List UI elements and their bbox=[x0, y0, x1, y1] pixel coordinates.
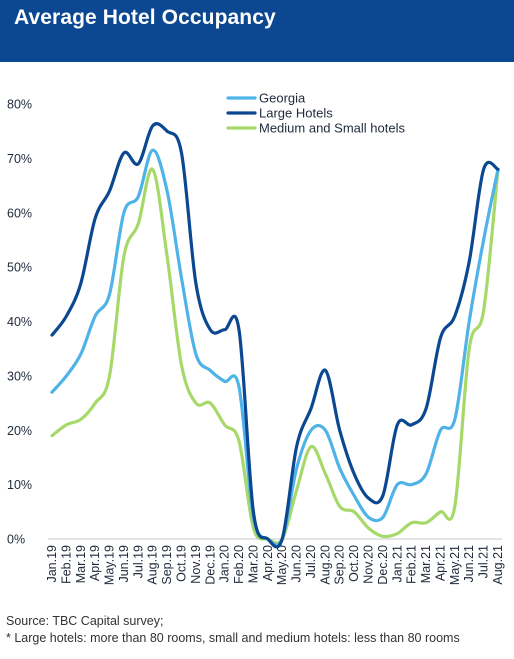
x-tick-label: Jan.20 bbox=[218, 545, 232, 583]
x-tick-label: Mar.21 bbox=[419, 545, 433, 583]
y-tick-label: 20% bbox=[7, 424, 32, 438]
y-tick-label: 10% bbox=[7, 478, 32, 492]
x-tick-label: Oct.19 bbox=[174, 545, 188, 582]
x-tick-label: Jan.21 bbox=[390, 545, 404, 583]
x-tick-label: Aug.19 bbox=[146, 545, 160, 585]
x-tick-label: Aug.21 bbox=[491, 545, 505, 585]
x-tick-label: May.19 bbox=[103, 545, 117, 585]
footnote-text: * Large hotels: more than 80 rooms, smal… bbox=[6, 631, 460, 645]
series-lines bbox=[50, 122, 500, 549]
x-axis: Jan.19 Feb.19 Mar.19 Apr.19 May.19 Jun.19 Jul.… bbox=[45, 538, 505, 585]
x-tick-label: Oct.20 bbox=[347, 545, 361, 582]
y-tick-label: 0% bbox=[7, 533, 25, 547]
x-tick-label: Jul.19 bbox=[131, 545, 145, 578]
y-tick-label: 50% bbox=[7, 261, 32, 275]
x-tick-label: Dec.19 bbox=[203, 545, 217, 585]
y-tick-label: 70% bbox=[7, 152, 32, 166]
source-text: Source: TBC Capital survey; bbox=[6, 614, 164, 628]
series-line-georgia bbox=[50, 148, 500, 547]
x-tick-label: Mar.19 bbox=[74, 545, 88, 583]
x-tick-label: Nov.20 bbox=[362, 545, 376, 584]
x-tick-label: Sep.20 bbox=[333, 545, 347, 585]
line-chart: 0%10%20%30%40%50%60%70%80% Jan.19 Feb.19 M… bbox=[7, 91, 505, 586]
y-axis: 0% 10% 20% 30% 40% 50% 60% 70% 80% bbox=[7, 98, 32, 547]
series-line-large-hotels bbox=[50, 122, 500, 549]
x-tick-label: Jul.20 bbox=[304, 545, 318, 578]
x-tick-label: Jul.21 bbox=[477, 545, 491, 578]
x-tick-label: Apr.19 bbox=[88, 545, 102, 581]
title-bar: Average Hotel Occupancy bbox=[0, 0, 514, 62]
x-tick-label: Nov.19 bbox=[189, 545, 203, 584]
x-tick-label: Jun.19 bbox=[117, 545, 131, 583]
x-tick-label: Jan.19 bbox=[45, 545, 59, 583]
source-note: Source: TBC Capital survey; * Large hote… bbox=[6, 613, 460, 647]
legend-label: Medium and Small hotels bbox=[259, 121, 405, 136]
y-tick-label: 40% bbox=[7, 315, 32, 329]
x-tick-label: Feb.19 bbox=[59, 545, 73, 584]
x-tick-label: Feb.20 bbox=[232, 545, 246, 584]
x-tick-label: Sep.19 bbox=[160, 545, 174, 585]
x-tick-label: Jun.21 bbox=[462, 545, 476, 583]
x-tick-label: Mar.20 bbox=[246, 545, 260, 583]
x-tick-label: Apr.21 bbox=[433, 545, 447, 581]
y-tick-label: 60% bbox=[7, 206, 32, 220]
x-tick-label: Jun.20 bbox=[290, 545, 304, 583]
x-tick-label: Aug.20 bbox=[318, 545, 332, 585]
x-tick-label: Dec.20 bbox=[376, 545, 390, 585]
legend-label: Large Hotels bbox=[259, 106, 333, 121]
legend-label: Georgia bbox=[259, 91, 306, 106]
x-tick-label: May.21 bbox=[448, 545, 462, 585]
y-tick-label: 80% bbox=[7, 98, 32, 112]
chart-title: Average Hotel Occupancy bbox=[14, 6, 276, 29]
x-tick-label: Apr.20 bbox=[261, 545, 275, 581]
y-tick-label: 30% bbox=[7, 369, 32, 383]
x-tick-label: Feb.21 bbox=[405, 545, 419, 584]
x-tick-label: May.20 bbox=[275, 545, 289, 585]
series-line-medium-and-small-hotels bbox=[50, 167, 500, 545]
